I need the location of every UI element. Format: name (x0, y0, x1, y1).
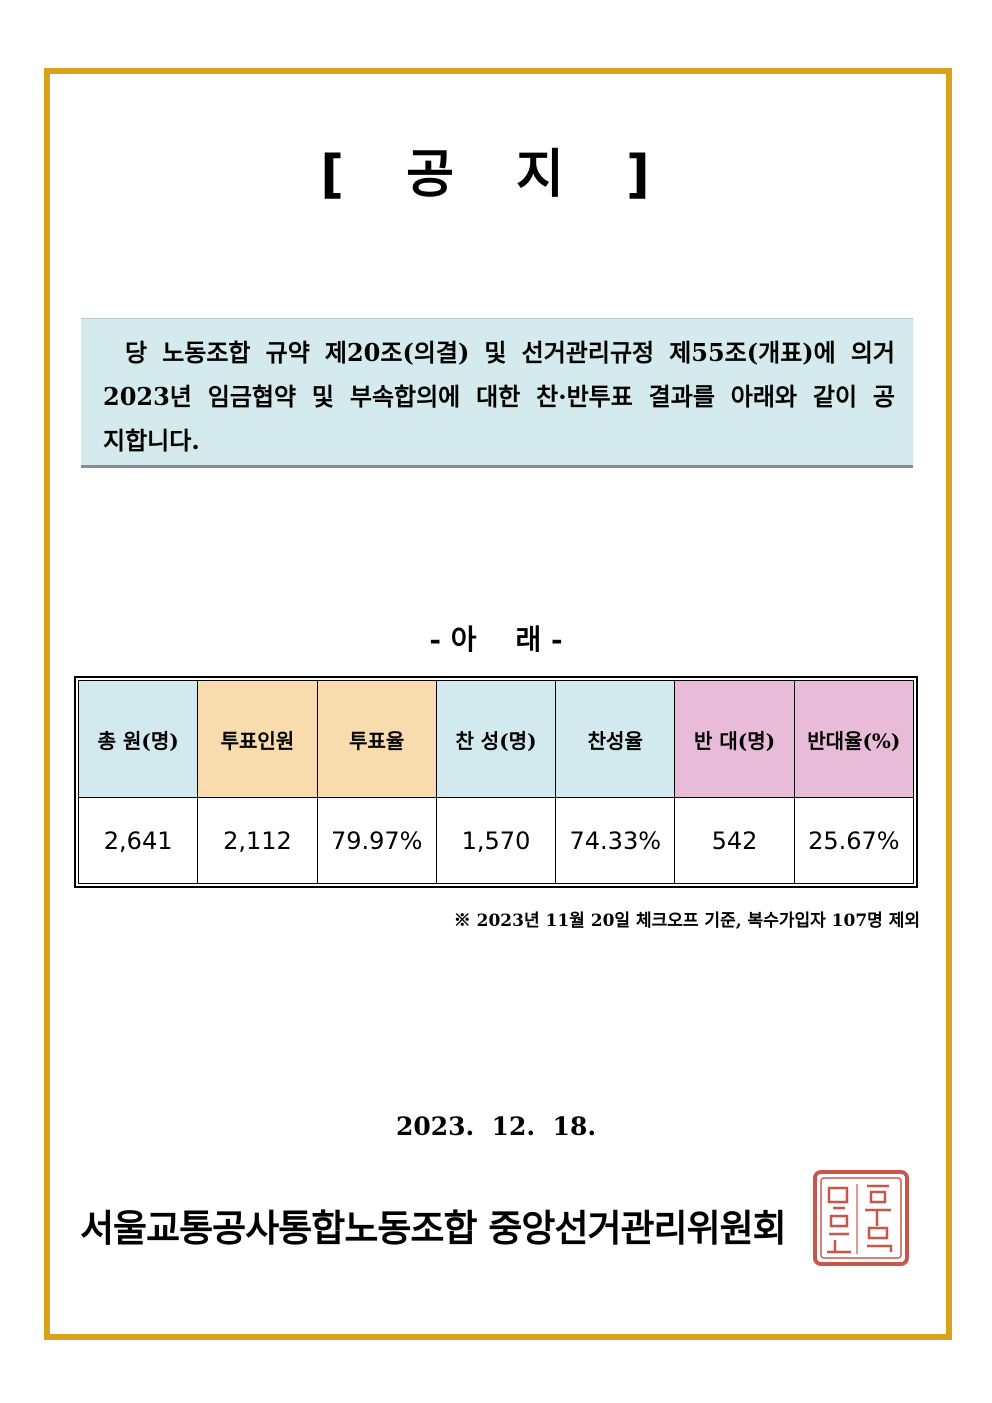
page-border (44, 68, 952, 1340)
header-no-count: 반 대(명) (674, 680, 795, 798)
results-table-frame: 총 원(명) 투표인원 투표율 찬 성(명) 찬성율 반 대(명) 반대율(%)… (74, 676, 918, 888)
table-header-row: 총 원(명) 투표인원 투표율 찬 성(명) 찬성율 반 대(명) 반대율(%) (77, 680, 915, 798)
cell-turnout: 79.97% (316, 797, 437, 884)
cell-voters: 2,112 (197, 797, 318, 884)
header-yes-count: 찬 성(명) (435, 680, 557, 798)
section-subheading: - 아 래 - (429, 623, 563, 656)
header-voters: 투표인원 (197, 680, 318, 798)
official-seal-icon (813, 1170, 909, 1266)
footnote: ※ 2023년 11월 20일 체크오프 기준, 복수가입자 107명 제외 (453, 911, 920, 931)
notice-date: 2023. 12. 18. (395, 1112, 597, 1141)
cell-no-count: 542 (674, 797, 795, 884)
header-no-rate: 반대율(%) (793, 680, 915, 798)
intro-box: 당 노동조합 규약 제20조(의결) 및 선거관리규정 제55조(개표)에 의거… (81, 318, 913, 468)
header-yes-rate: 찬성율 (555, 680, 676, 798)
cell-total-members: 2,641 (77, 797, 199, 884)
intro-text: 당 노동조합 규약 제20조(의결) 및 선거관리규정 제55조(개표)에 의거… (103, 338, 895, 455)
cell-yes-rate: 74.33% (555, 797, 676, 884)
header-total-members: 총 원(명) (77, 680, 199, 798)
results-table: 총 원(명) 투표인원 투표율 찬 성(명) 찬성율 반 대(명) 반대율(%)… (77, 680, 915, 884)
table-row: 2,641 2,112 79.97% 1,570 74.33% 542 25.6… (77, 797, 915, 884)
cell-yes-count: 1,570 (435, 797, 557, 884)
header-turnout: 투표율 (316, 680, 437, 798)
cell-no-rate: 25.67% (793, 797, 915, 884)
page-title: [ 공 지 ] (320, 145, 672, 205)
organization-name: 서울교통공사통합노동조합 중앙선거관리위원회 (80, 1207, 787, 1250)
